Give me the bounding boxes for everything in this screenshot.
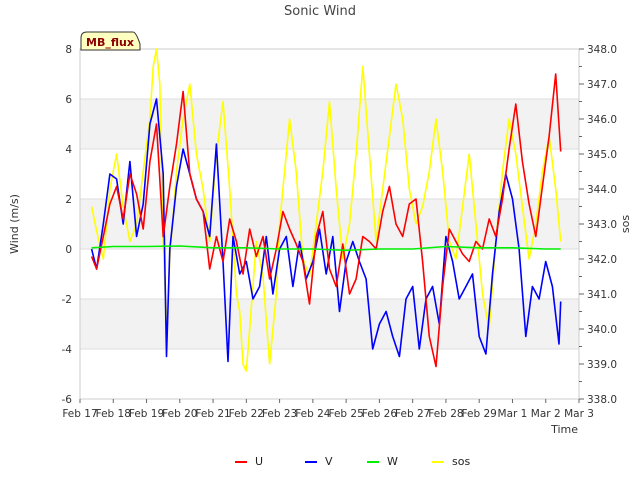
x-axis-label: Time (550, 423, 578, 436)
y-tick-label: 6 (65, 94, 72, 106)
x-tick-label: Feb 26 (362, 408, 398, 420)
grid-band (80, 349, 579, 399)
y-axis-left: -6 -4 -2 0 2 4 6 8 (62, 44, 73, 406)
chart-title: Sonic Wind (284, 4, 356, 19)
y-axis-label: Wind (m/s) (8, 194, 21, 254)
x-tick-label: Feb 28 (428, 408, 463, 420)
x-tick-label: Feb 29 (462, 408, 497, 420)
x-tick-label: Feb 24 (295, 408, 331, 420)
legend-label-u: U (255, 455, 263, 468)
y2-tick-label: 345.0 (587, 149, 617, 161)
y2-axis-label: sos (619, 215, 632, 233)
x-tick-label: Feb 18 (96, 408, 131, 420)
y2-tick-label: 338.0 (587, 394, 617, 406)
y2-tick-label: 344.0 (587, 184, 617, 196)
x-tick-label: Feb 20 (162, 408, 197, 420)
y2-tick-label: 342.0 (587, 254, 617, 266)
x-tick-label: Feb 19 (129, 408, 164, 420)
series-line-w (91, 245, 561, 252)
x-tick-label: Feb 21 (195, 408, 230, 420)
y2-tick-label: 346.0 (587, 114, 617, 126)
x-tick-label: Mar 3 (564, 408, 594, 420)
grid-band (80, 49, 579, 99)
x-tick-label: Feb 23 (262, 408, 297, 420)
y-tick-label: -6 (62, 394, 73, 406)
legend-label-w: W (387, 455, 398, 468)
series-layer (90, 48, 562, 372)
y2-tick-label: 340.0 (587, 324, 617, 336)
y-tick-label: -4 (62, 344, 73, 356)
x-tick-label: Feb 22 (229, 408, 264, 420)
legend-label-v: V (325, 455, 333, 468)
x-tick-label: Mar 1 (498, 408, 528, 420)
legend-label-sos: sos (452, 455, 470, 468)
x-tick-label: Feb 27 (395, 408, 430, 420)
y-tick-label: 4 (65, 144, 72, 156)
y-tick-label: 2 (65, 194, 72, 206)
y2-tick-label: 339.0 (587, 359, 617, 371)
series-line-u (90, 73, 562, 368)
y2-tick-label: 347.0 (587, 79, 617, 91)
mb-flux-badge: MB_flux (80, 31, 141, 51)
y2-tick-label: 341.0 (587, 289, 617, 301)
x-tick-label: Feb 17 (62, 408, 97, 420)
series-line-v (90, 98, 562, 363)
grid-band (80, 199, 579, 249)
grid-band (80, 299, 579, 349)
y-tick-label: -2 (62, 294, 72, 306)
y2-tick-label: 343.0 (587, 219, 617, 231)
badge-text: MB_flux (86, 36, 134, 49)
y-tick-label: 8 (65, 44, 72, 56)
y-axis-right: 338.0 339.0 340.0 341.0 342.0 343.0 344.0 345.0… (579, 44, 617, 406)
x-tick-label: Feb 25 (328, 408, 363, 420)
x-tick-label: Mar 2 (531, 408, 561, 420)
y2-tick-label: 348.0 (587, 44, 617, 56)
y-tick-label: 0 (65, 244, 72, 256)
